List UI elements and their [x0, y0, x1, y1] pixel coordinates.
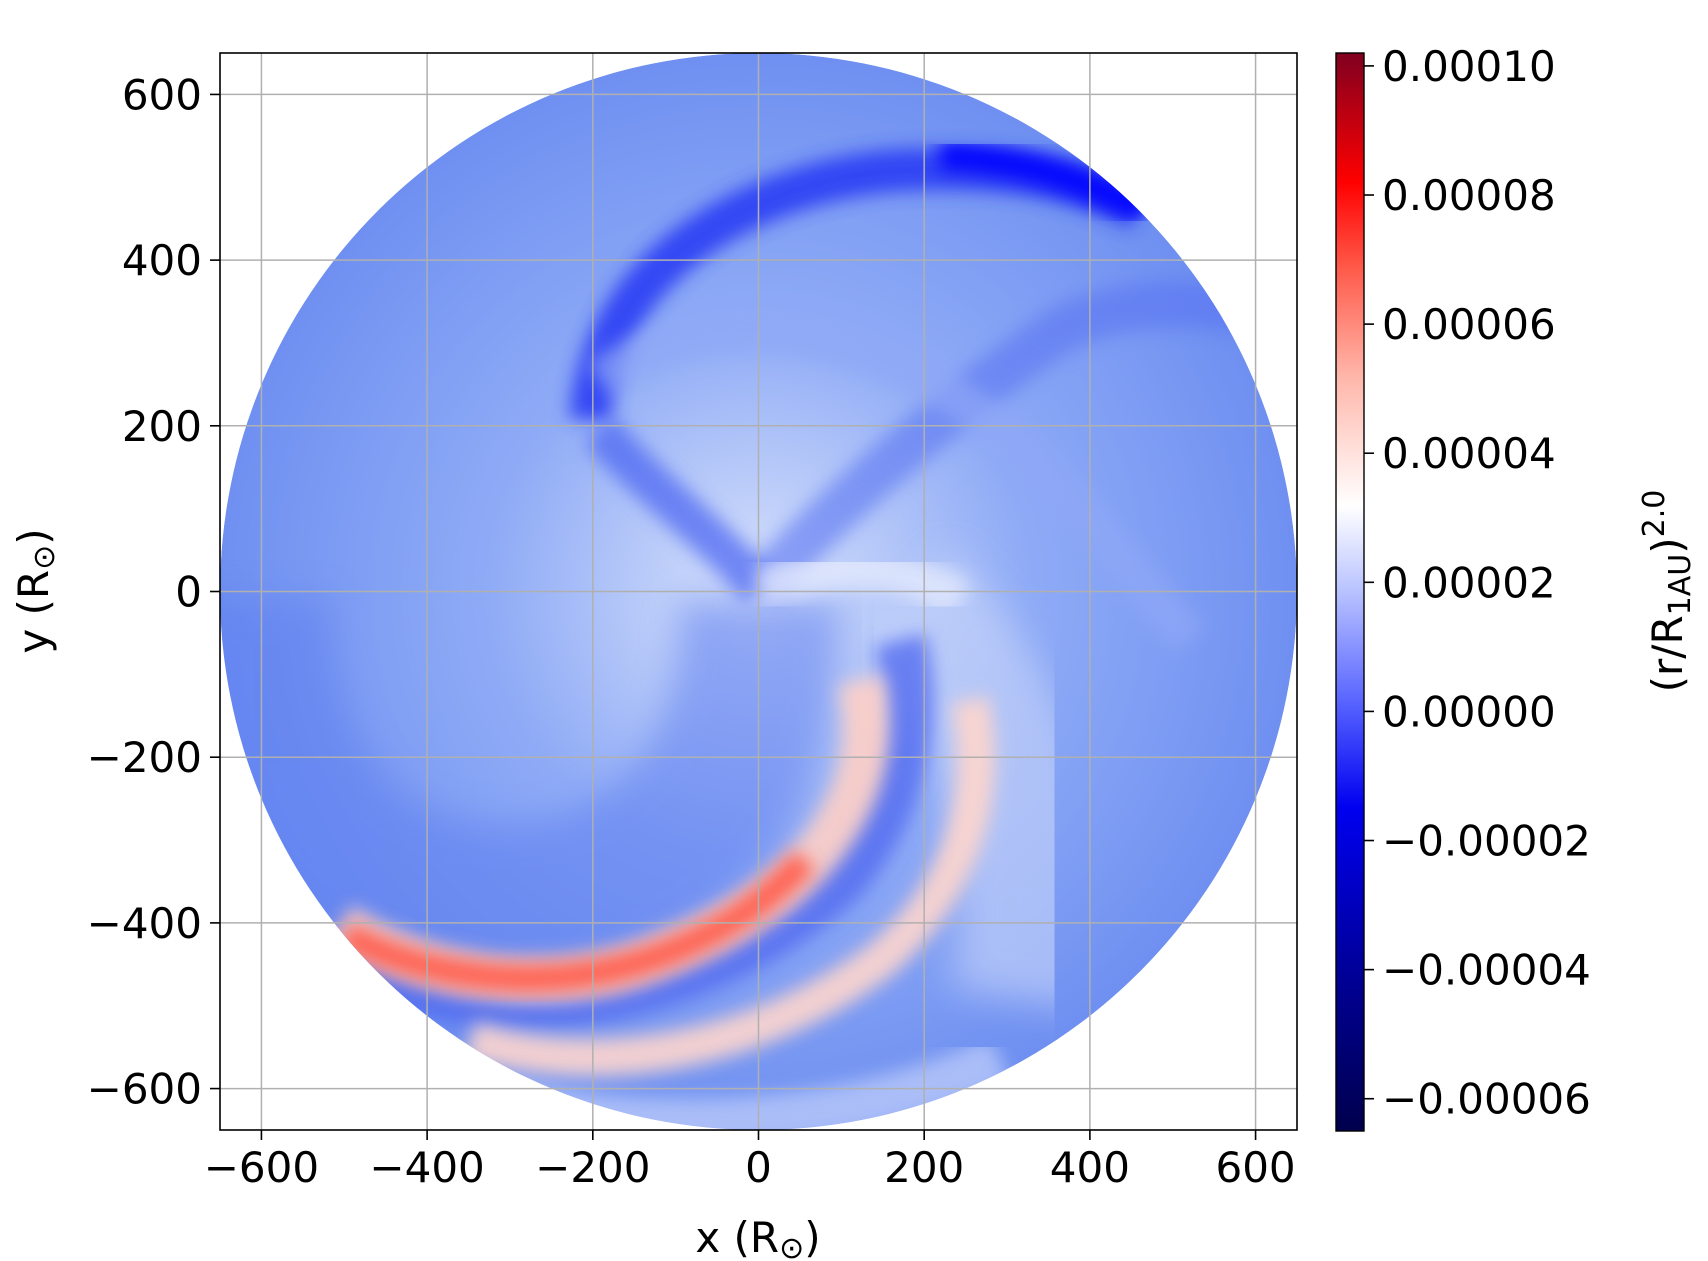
y-axis-label: y (R⊙) — [9, 528, 62, 653]
x-tick-label: 0 — [745, 1143, 772, 1192]
x-axis-ticks: −600 −400 −200 0 200 400 600 — [204, 1130, 1296, 1192]
x-tick-label: 200 — [884, 1143, 964, 1192]
grid-lines — [220, 53, 1297, 1130]
colorbar-tick-label: −0.00006 — [1382, 1075, 1591, 1124]
colorbar-ticks: 0.00010 0.00008 0.00006 0.00004 0.00002 0.000… — [1364, 42, 1591, 1124]
colorbar-tick-label: 0.00010 — [1382, 42, 1556, 91]
colorbar-tick-label: −0.00004 — [1382, 946, 1591, 995]
colorbar-tick-label: 0.00004 — [1382, 429, 1556, 478]
x-axis-label: x (R⊙) — [695, 1213, 820, 1261]
colorbar-tick-label: 0.00002 — [1382, 558, 1556, 607]
y-tick-label: −400 — [87, 899, 202, 948]
y-tick-label: −600 — [87, 1065, 202, 1114]
colorbar-label: (r/R1AU)2.0 — [1637, 490, 1698, 693]
y-tick-label: 400 — [122, 236, 202, 285]
y-tick-label: 200 — [122, 402, 202, 451]
y-axis-ticks: −600 −400 −200 0 200 400 600 — [87, 70, 220, 1114]
x-tick-label: −200 — [535, 1143, 650, 1192]
colorbar-tick-label: 0.00000 — [1382, 687, 1556, 736]
y-tick-label: 0 — [175, 568, 202, 617]
x-tick-label: 600 — [1215, 1143, 1295, 1192]
colorbar-tick-label: 0.00008 — [1382, 171, 1556, 220]
x-tick-label: −400 — [369, 1143, 484, 1192]
colorbar-tick-label: 0.00006 — [1382, 300, 1556, 349]
y-tick-label: 600 — [122, 70, 202, 119]
colorbar — [1335, 52, 1365, 1132]
y-tick-label: −200 — [87, 733, 202, 782]
colorbar-tick-label: −0.00002 — [1382, 817, 1591, 866]
x-tick-label: 400 — [1050, 1143, 1130, 1192]
x-tick-label: −600 — [204, 1143, 319, 1192]
